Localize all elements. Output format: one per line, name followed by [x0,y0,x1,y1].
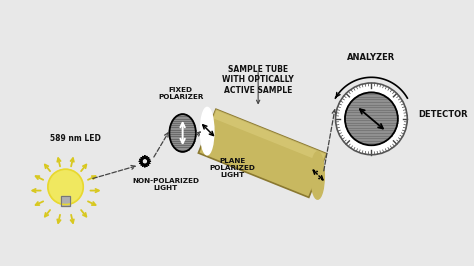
Text: SAMPLE TUBE
WITH OPTICALLY
ACTIVE SAMPLE: SAMPLE TUBE WITH OPTICALLY ACTIVE SAMPLE [222,65,294,95]
Polygon shape [212,109,327,162]
Ellipse shape [311,152,324,199]
Text: NON-POLARIZED
LIGHT: NON-POLARIZED LIGHT [132,178,199,191]
Polygon shape [198,109,327,197]
Ellipse shape [201,107,214,155]
Circle shape [48,169,83,205]
Text: 589 nm LED: 589 nm LED [50,134,100,143]
Text: ANALYZER: ANALYZER [347,53,395,62]
Circle shape [336,83,407,155]
Text: DETECTOR: DETECTOR [419,110,468,119]
Text: PLANE
POLARIZED
LIGHT: PLANE POLARIZED LIGHT [210,157,255,177]
Text: FIXED
POLARIZER: FIXED POLARIZER [158,87,203,100]
Bar [61,197,70,206]
Circle shape [345,92,398,145]
Ellipse shape [169,114,196,152]
Bar [61,197,70,206]
